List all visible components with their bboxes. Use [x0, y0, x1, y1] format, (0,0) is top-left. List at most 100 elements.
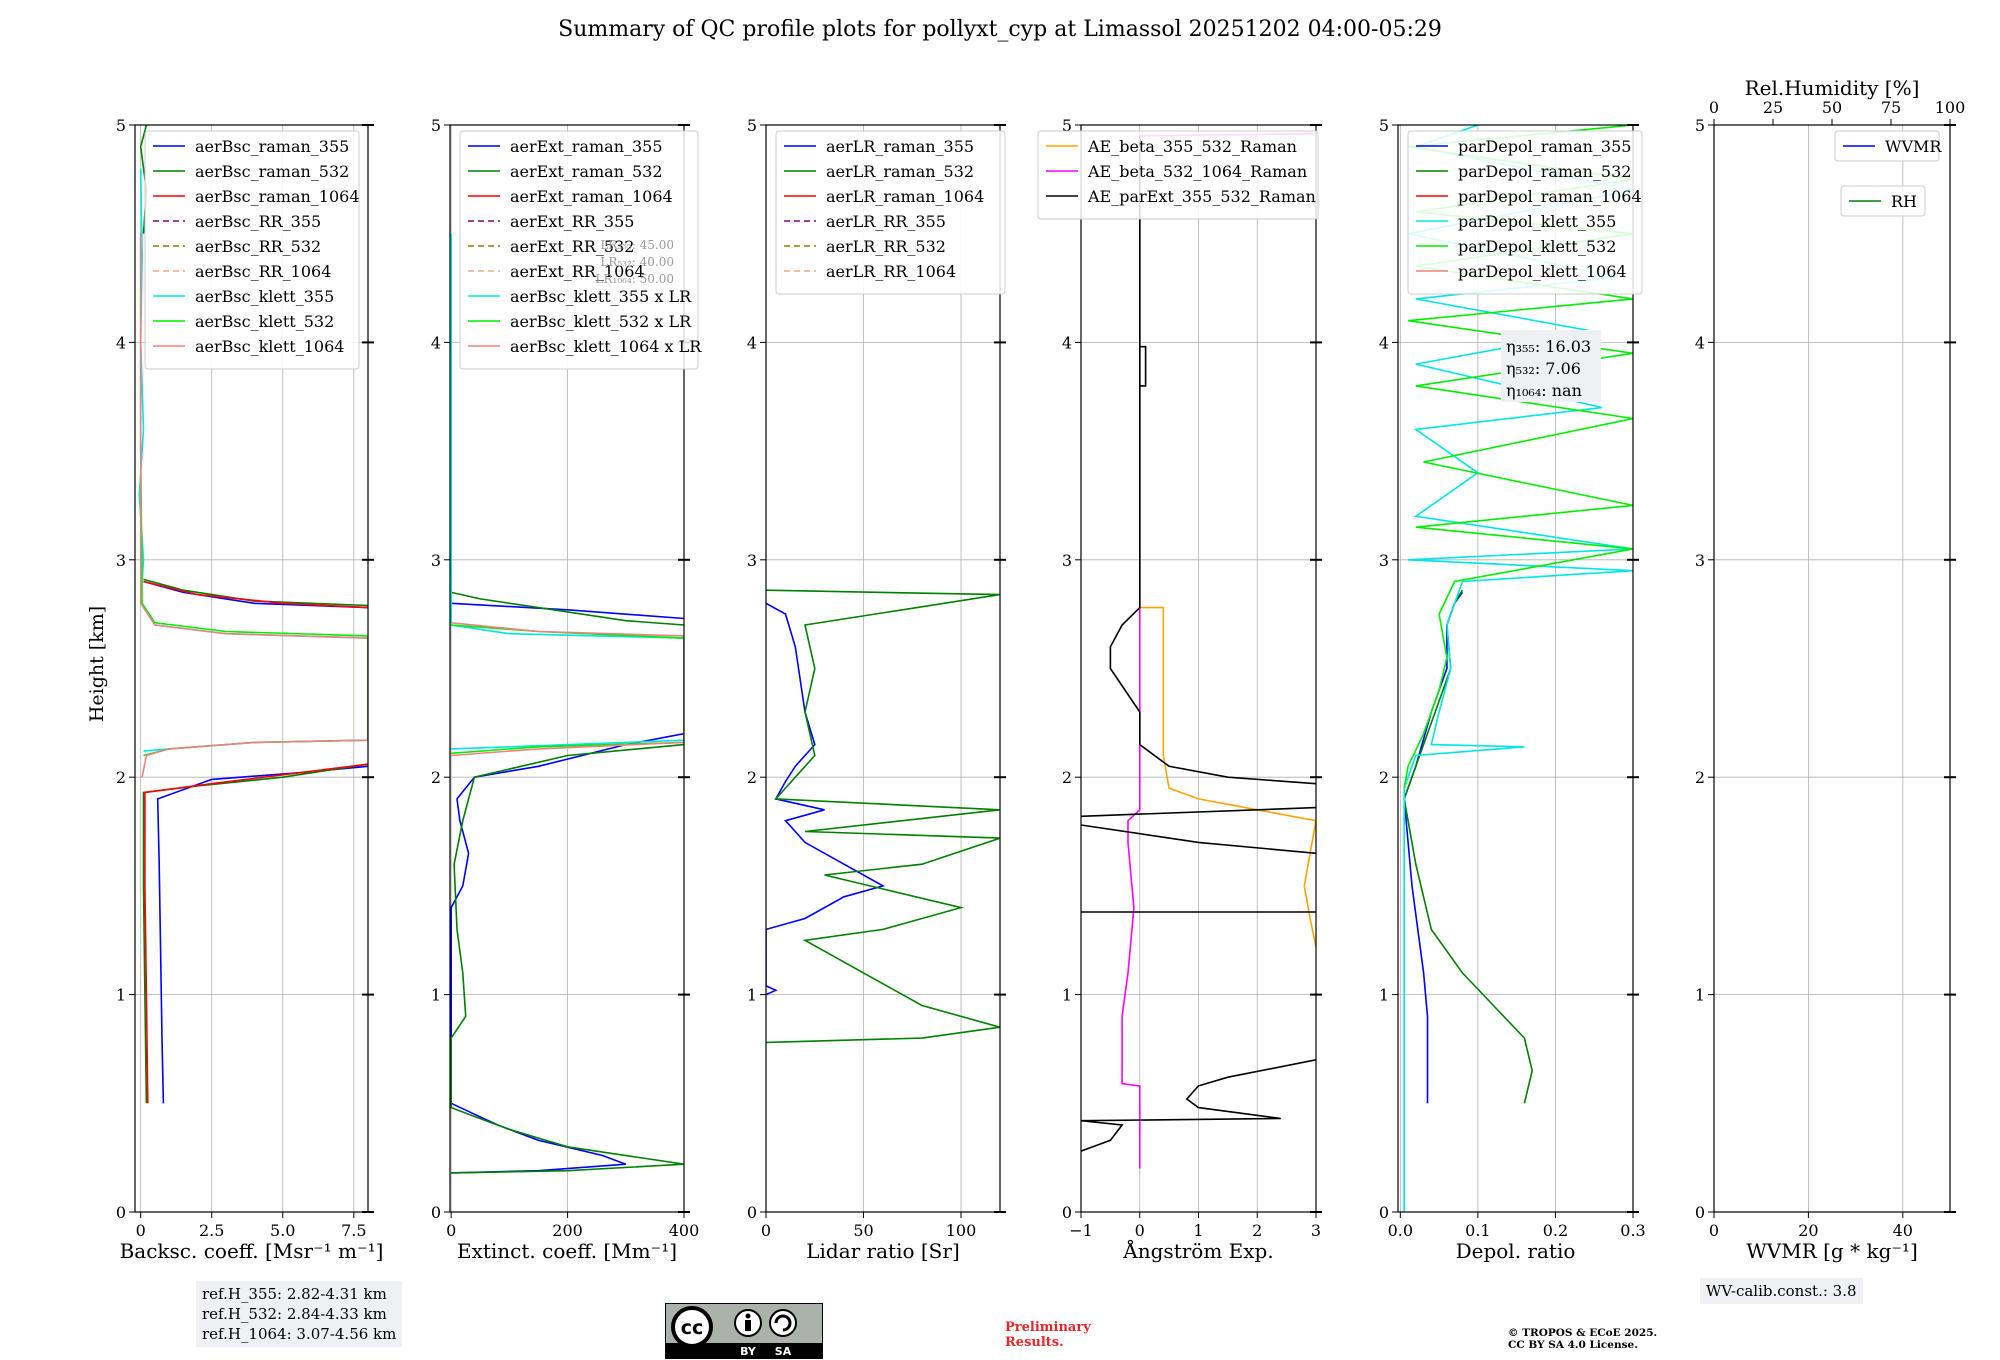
- legend-label: aerExt_raman_1064: [510, 187, 673, 206]
- eta-label: η₃₅₅: 16.03: [1506, 337, 1591, 356]
- y-tick-label: 3: [1695, 551, 1705, 570]
- legend-label: aerExt_RR_532: [510, 237, 634, 256]
- x-tick-label: 0: [1709, 1221, 1719, 1240]
- cc-sa-text: SA: [775, 1345, 792, 1358]
- y-tick-label: 2: [1379, 768, 1389, 787]
- x-tick-label: 2: [1252, 1221, 1262, 1240]
- y-tick-label: 5: [1062, 116, 1072, 135]
- ref-height-532: ref.H_532: 2.84-4.33 km: [202, 1305, 387, 1323]
- y-tick-label: 1: [1379, 986, 1389, 1005]
- eta-label: η₁₀₆₄: nan: [1506, 381, 1582, 400]
- legend-label: WVMR: [1885, 137, 1942, 156]
- series-line-aerbsc-raman-532: [142, 763, 368, 1104]
- legend-label: aerExt_RR_1064: [510, 262, 645, 281]
- ref-height-355: ref.H_355: 2.82-4.31 km: [202, 1285, 387, 1303]
- y-tick-label: 3: [1379, 551, 1389, 570]
- series-line-aerbsc-raman-1064-upper-: [143, 580, 368, 609]
- series-line-aerext-raman-355-upper-: [451, 602, 684, 620]
- y-tick-label: 2: [1062, 768, 1072, 787]
- legend-label: aerBsc_raman_355: [195, 137, 349, 156]
- series-line-ae-beta-532-1064-raman: [1121, 132, 1316, 1169]
- series-line-aerbsc-klett-1064-x-lr: [451, 622, 684, 757]
- y-tick-label: 1: [116, 986, 126, 1005]
- lidar-ratio-label: LR₅₃₂: 40.00: [600, 255, 674, 269]
- top-tick-label: 25: [1763, 98, 1783, 117]
- legend-label: parDepol_raman_1064: [1458, 187, 1642, 206]
- y-tick-label: 1: [747, 986, 757, 1005]
- series-line-aerbsc-klett-1064: [139, 233, 368, 778]
- legend-label: parDepol_raman_355: [1458, 137, 1631, 156]
- legend-label: aerBsc_klett_1064 x LR: [510, 337, 702, 356]
- x-tick-label: 40: [1893, 1221, 1913, 1240]
- legend-label: parDepol_klett_532: [1458, 237, 1616, 256]
- legend-label: aerLR_RR_355: [826, 212, 946, 231]
- y-tick-label: 4: [1695, 333, 1705, 352]
- y-tick-label: 1: [1062, 986, 1072, 1005]
- legend-label: AE_beta_355_532_Raman: [1087, 137, 1297, 156]
- panel-1: 0 2.5 5.0 7.5 0 1 2 3 4 5 Backsc. coeff. [Msr⁻¹ m⁻…: [116, 116, 384, 1263]
- legend-label: AE_beta_532_1064_Raman: [1087, 162, 1307, 181]
- x-tick-label: 0: [446, 1221, 456, 1240]
- panel-3: 0 50 100 0 1 2 3 4 5 Lidar ratio [Sr] aerLR_raman_…: [747, 116, 1006, 1263]
- y-tick-label: 2: [116, 768, 126, 787]
- series-line-ae-parext-355-532-raman: [1081, 1059, 1316, 1152]
- legend-label: aerLR_RR_532: [826, 237, 946, 256]
- legend-label: parDepol_klett_1064: [1458, 262, 1627, 281]
- legend: AE_beta_355_532_Raman AE_beta_532_1064_Ra…: [1037, 130, 1319, 220]
- y-tick-label: 4: [1062, 333, 1072, 352]
- lidar-ratio-label: LR₃₅₅: 45.00: [600, 238, 674, 252]
- legend-label: aerExt_raman_355: [510, 137, 663, 156]
- eta-box: η₃₅₅: 16.03 η₅₃₂: 7.06 η₁₀₆₄: nan: [1501, 330, 1601, 402]
- x-tick-label: 1: [1193, 1221, 1203, 1240]
- x-tick-label: 400: [669, 1221, 700, 1240]
- y-tick-label: 3: [1062, 551, 1072, 570]
- x-tick-label: −1: [1069, 1221, 1093, 1240]
- legend: aerExt_raman_355 aerExt_raman_532 aerExt_r…: [459, 130, 702, 370]
- legend: aerLR_raman_355 aerLR_raman_532 aerLR_rama…: [775, 130, 1006, 295]
- x-tick-label: 0: [761, 1221, 771, 1240]
- legend-label: aerBsc_RR_355: [195, 212, 321, 231]
- legend-label: aerLR_raman_532: [826, 162, 974, 181]
- lidar-ratio-label: LR₁₀₆₄: 50.00: [596, 272, 674, 286]
- y-tick-label: 0: [1695, 1203, 1705, 1222]
- x-tick-label: 0.3: [1620, 1221, 1645, 1240]
- x-tick-label: 0.0: [1388, 1221, 1413, 1240]
- legend: aerBsc_raman_355 aerBsc_raman_532 aerBsc_r…: [144, 130, 360, 370]
- y-tick-label: 4: [116, 333, 126, 352]
- panels-group: 0 2.5 5.0 7.5 0 1 2 3 4 5 Backsc. coeff. [Msr⁻¹ m⁻…: [116, 76, 1965, 1263]
- legend-label: aerBsc_klett_1064: [195, 337, 344, 356]
- y-tick-label: 3: [747, 551, 757, 570]
- legend-wvmr: WVMR: [1834, 130, 1942, 162]
- copyright-line-2: CC BY SA 4.0 License.: [1508, 1339, 1638, 1351]
- x-axis-label: Extinct. coeff. [Mm⁻¹]: [457, 1239, 677, 1263]
- plot-frame: [1397, 124, 1634, 1213]
- y-tick-label: 3: [431, 551, 441, 570]
- legend-rh: RH: [1840, 185, 1926, 217]
- x-tick-label: 0: [1135, 1221, 1145, 1240]
- series-line-ae-parext-355-532-raman-mid3-: [1081, 806, 1316, 818]
- legend-label: aerLR_raman_1064: [826, 187, 984, 206]
- legend-label: RH: [1891, 192, 1917, 211]
- legend-label: aerBsc_klett_532: [195, 312, 334, 331]
- y-tick-label: 1: [1695, 986, 1705, 1005]
- y-tick-label: 5: [1695, 116, 1705, 135]
- legend-label: aerBsc_raman_1064: [195, 187, 360, 206]
- plot-frame: [134, 124, 369, 1213]
- series-group: [1081, 132, 1316, 1169]
- y-tick-label: 2: [747, 768, 757, 787]
- x-axis-label: Ångström Exp.: [1122, 1238, 1273, 1263]
- legend: parDepol_raman_355 parDepol_raman_532 parD…: [1407, 130, 1643, 295]
- series-line-ae-parext-355-532-raman-mid2-: [1081, 824, 1316, 855]
- copyright-note: © TROPOS & ECoE 2025. CC BY SA 4.0 Licen…: [1508, 1327, 1657, 1351]
- plot-frame: [765, 124, 1001, 1213]
- cc-by-text: BY: [740, 1345, 757, 1358]
- x-axis-label: Depol. ratio: [1456, 1239, 1576, 1263]
- x-axis-label: WVMR [g * kg⁻¹]: [1746, 1239, 1918, 1263]
- y-tick-label: 5: [116, 116, 126, 135]
- wv-calib-box: WV-calib.const.: 3.8: [1700, 1278, 1863, 1304]
- legend-label: aerLR_raman_355: [826, 137, 974, 156]
- legend-label: parDepol_raman_532: [1458, 162, 1631, 181]
- x-tick-label: 100: [946, 1221, 977, 1240]
- y-tick-label: 4: [747, 333, 757, 352]
